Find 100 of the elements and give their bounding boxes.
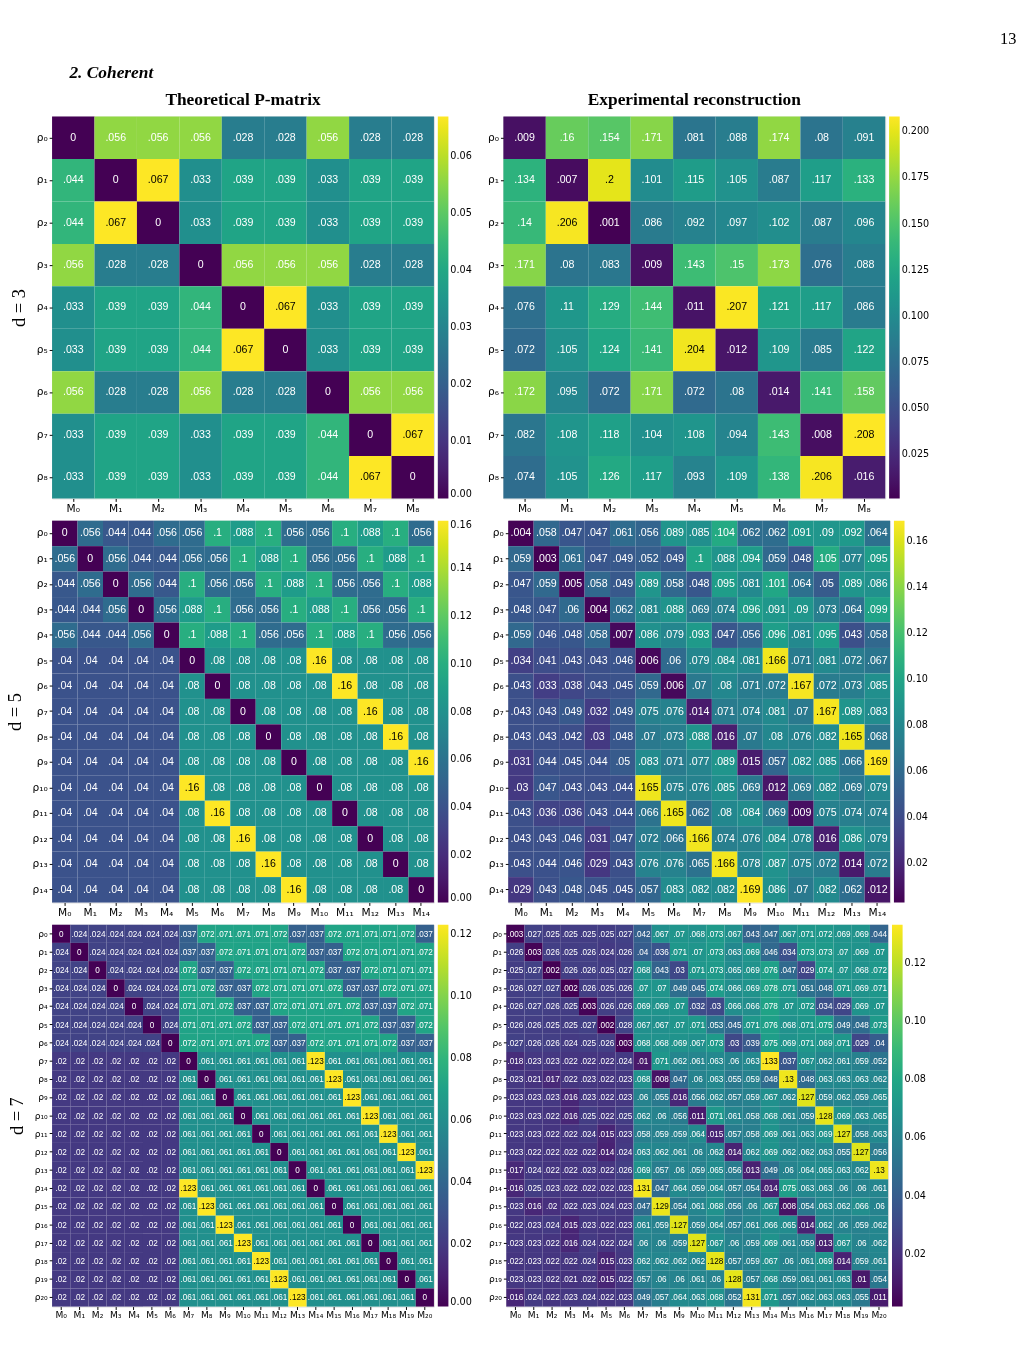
y-tick-label: ρ₈ [492,1074,503,1085]
data-label: 0 [367,831,374,844]
data-label: .049 [612,704,634,717]
data-label: 0 [240,704,247,717]
data-label: .056 [105,551,127,564]
y-tick-label: ρ₀ [492,928,503,939]
data-label: .072 [637,831,659,844]
data-label: .056 [207,577,228,590]
data-label: .093 [684,470,705,483]
data-label: .043 [586,780,608,793]
x-tick-label: M₁₃ [744,1309,760,1320]
data-label: .044 [536,857,557,870]
data-label: .173 [768,258,790,271]
y-tick-label: ρ₁₄ [34,1183,49,1194]
data-label: .08 [286,831,302,844]
data-label: .085 [811,342,833,355]
x-tick-label: M₀ [66,501,80,514]
data-label: .034 [510,653,532,666]
data-label: .16 [286,882,302,895]
data-label: .206 [811,470,833,483]
data-label: .08 [210,882,226,895]
data-label: .084 [714,653,735,666]
data-label: .09 [793,602,809,615]
data-label: .056 [359,602,381,615]
data-label: .04 [133,729,149,742]
y-tick-label: ρ₂₀ [34,1292,49,1303]
data-label: .067 [105,215,127,228]
x-tick-label: M₁₂ [817,905,836,918]
data-label: .04 [159,780,175,793]
data-label: .1 [365,551,375,564]
data-label: .044 [130,551,152,564]
data-label: .085 [714,780,735,793]
data-label: .039 [105,427,127,440]
data-label: .108 [684,427,705,440]
data-label: .048 [561,882,583,895]
data-label: .088 [258,551,279,564]
data-label: .072 [765,679,786,692]
data-label: .04 [108,653,124,666]
x-tick-label: M₈ [655,1309,667,1320]
data-label: .059 [765,551,786,564]
x-tick-label: M₆ [321,501,335,514]
data-label: .039 [275,173,296,186]
data-label: .04 [133,704,149,717]
x-tick-label: M₁₉ [399,1309,415,1320]
data-label: .041 [536,653,557,666]
data-label: .004 [586,602,608,615]
data-label: .04 [82,679,98,692]
data-label: .084 [739,806,761,819]
data-label: .06 [666,653,682,666]
color-bar-label: 0.06 [450,753,472,765]
data-label: .056 [190,385,211,398]
data-label: .069 [841,780,863,793]
data-label: .056 [385,628,407,641]
data-label: .067 [232,342,254,355]
data-label: .05 [615,755,631,768]
data-label: .1 [391,526,401,539]
y-tick-label: ρ₀ [36,526,48,539]
x-tick-label: M₅ [600,1309,613,1320]
data-label: .066 [637,806,659,819]
data-label: .08 [362,780,378,793]
data-label: .04 [159,882,175,895]
y-tick-label: ρ₀ [36,130,48,143]
data-label: .087 [768,173,790,186]
data-label: .006 [637,653,659,666]
data-label: .15 [729,258,745,271]
data-label: .08 [362,882,378,895]
y-tick-label: ρ₃ [36,258,48,271]
y-tick-label: ρ₁₂ [34,1146,49,1157]
y-tick-label: ρ₄ [36,628,48,641]
y-tick-label: ρ₁₈ [488,1256,503,1267]
chart-title: Experimental reconstruction [587,90,802,110]
data-label: .067 [275,300,296,313]
y-axis-title: d = 3 [9,289,30,327]
data-label: .059 [637,679,659,692]
data-label: .028 [105,385,127,398]
y-tick-label: ρ₅ [488,342,500,355]
y-axis-title: d = 5 [4,693,25,731]
color-bar-label: 0.02 [450,1238,472,1250]
data-label: .071 [790,653,812,666]
data-label: .007 [612,628,634,641]
data-label: .039 [402,300,424,313]
color-bar-label: 0.03 [450,321,472,333]
data-label: .045 [561,755,583,768]
x-tick-label: M₇ [814,501,829,514]
data-label: .04 [57,882,73,895]
x-tick-label: M₂ [602,501,617,514]
x-tick-label: M₅ [730,501,744,514]
data-label: .08 [312,831,327,844]
x-tick-label: M₁₅ [780,1309,797,1320]
data-label: .056 [62,385,84,398]
x-tick-label: M₉ [743,905,757,918]
data-label: .08 [388,780,404,793]
y-tick-label: ρ₃ [492,983,503,994]
y-tick-label: ρ₁₂ [32,831,48,844]
y-tick-label: ρ₁₀ [488,1110,503,1121]
data-label: .126 [599,470,620,483]
data-label: .08 [235,729,251,742]
data-label: .043 [841,628,863,641]
x-tick-label: M₁₀ [235,1309,251,1320]
data-label: .08 [413,857,429,870]
